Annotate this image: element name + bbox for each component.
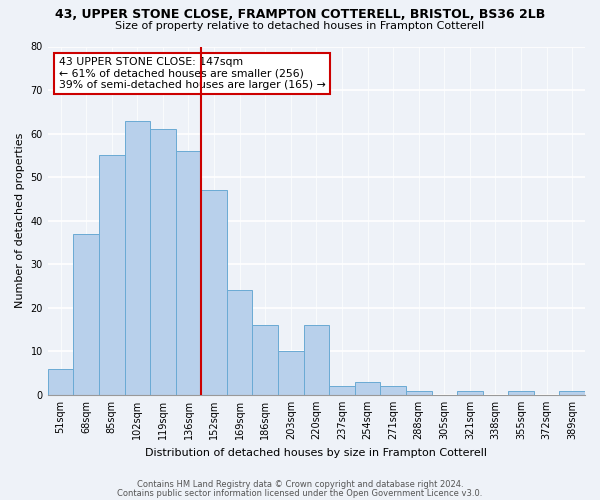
Bar: [253, 325, 278, 395]
Text: Size of property relative to detached houses in Frampton Cotterell: Size of property relative to detached ho…: [115, 21, 485, 31]
Bar: [355, 382, 380, 395]
Bar: [329, 386, 355, 395]
Bar: [304, 325, 329, 395]
Bar: [73, 234, 99, 395]
Bar: [278, 352, 304, 395]
Bar: [48, 369, 73, 395]
Text: Contains HM Land Registry data © Crown copyright and database right 2024.: Contains HM Land Registry data © Crown c…: [137, 480, 463, 489]
Bar: [99, 156, 125, 395]
Bar: [508, 390, 534, 395]
Bar: [227, 290, 253, 395]
Bar: [150, 130, 176, 395]
Y-axis label: Number of detached properties: Number of detached properties: [15, 133, 25, 308]
Bar: [559, 390, 585, 395]
Bar: [406, 390, 431, 395]
Bar: [380, 386, 406, 395]
X-axis label: Distribution of detached houses by size in Frampton Cotterell: Distribution of detached houses by size …: [145, 448, 487, 458]
Text: 43, UPPER STONE CLOSE, FRAMPTON COTTERELL, BRISTOL, BS36 2LB: 43, UPPER STONE CLOSE, FRAMPTON COTTEREL…: [55, 8, 545, 20]
Bar: [457, 390, 482, 395]
Bar: [176, 151, 201, 395]
Bar: [201, 190, 227, 395]
Bar: [125, 120, 150, 395]
Text: 43 UPPER STONE CLOSE: 147sqm
← 61% of detached houses are smaller (256)
39% of s: 43 UPPER STONE CLOSE: 147sqm ← 61% of de…: [59, 57, 325, 90]
Text: Contains public sector information licensed under the Open Government Licence v3: Contains public sector information licen…: [118, 488, 482, 498]
